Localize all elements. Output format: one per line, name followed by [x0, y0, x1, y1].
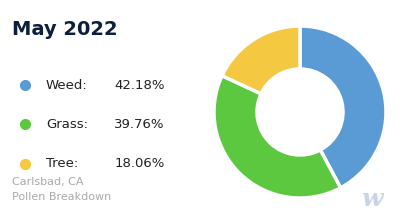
Text: Weed:: Weed:: [46, 79, 88, 92]
Text: 18.06%: 18.06%: [114, 157, 165, 170]
Wedge shape: [214, 76, 340, 198]
Text: Carlsbad, CA
Pollen Breakdown: Carlsbad, CA Pollen Breakdown: [12, 177, 112, 202]
Text: 39.76%: 39.76%: [114, 118, 165, 131]
Wedge shape: [300, 26, 386, 188]
Wedge shape: [222, 26, 300, 94]
Text: w: w: [361, 187, 383, 211]
Text: Grass:: Grass:: [46, 118, 88, 131]
Text: 42.18%: 42.18%: [114, 79, 165, 92]
Text: Tree:: Tree:: [46, 157, 78, 170]
Text: May 2022: May 2022: [12, 20, 118, 39]
